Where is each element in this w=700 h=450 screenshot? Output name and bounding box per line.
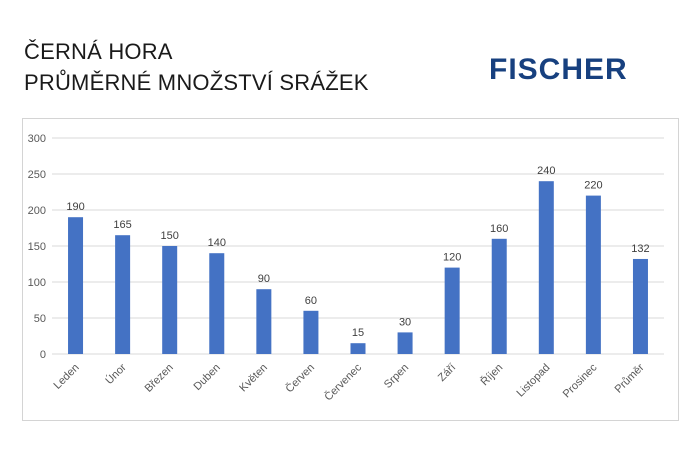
gridlines	[52, 137, 664, 355]
x-category-label: Průměr	[613, 361, 647, 395]
data-labels: 190 165 150 140 90 60 15 30 120 160 240 220 132	[66, 165, 649, 339]
data-label: 220	[584, 180, 602, 192]
x-category-label: Prosinec	[561, 361, 600, 400]
data-label: 120	[443, 252, 461, 264]
x-category-label: Říjen	[478, 361, 505, 388]
y-tick-label: 100	[28, 277, 46, 289]
y-axis-ticks: 0 50 100 150 200 250 300	[28, 133, 46, 361]
bar-13	[632, 258, 648, 354]
bar-5	[256, 289, 272, 354]
bar-2	[115, 235, 131, 354]
data-label: 60	[305, 295, 317, 307]
data-label: 132	[631, 243, 649, 255]
title-line-1: ČERNÁ HORA	[24, 39, 173, 64]
x-category-label: Srpen	[382, 362, 411, 391]
y-tick-label: 300	[28, 133, 46, 145]
fischer-logo: FISCHER	[489, 53, 628, 86]
bars	[68, 181, 648, 354]
x-category-label: Září	[436, 362, 458, 384]
x-category-label: Duben	[191, 362, 222, 393]
data-label: 150	[161, 230, 179, 242]
bar-3	[162, 246, 178, 354]
x-category-label: Leden	[52, 362, 82, 392]
y-tick-label: 200	[28, 205, 46, 217]
bar-8	[397, 332, 413, 354]
title-line-2: PRŮMĚRNÉ MNOŽSTVÍ SRÁŽEK	[24, 70, 369, 95]
bar-11	[538, 181, 554, 354]
x-category-label: Červenec	[322, 361, 365, 404]
data-label: 30	[399, 316, 411, 328]
data-label: 90	[258, 273, 270, 285]
bar-7	[350, 343, 366, 354]
x-category-label: Listopad	[515, 362, 553, 400]
y-tick-label: 0	[40, 349, 46, 361]
data-label: 240	[537, 165, 555, 177]
y-tick-label: 250	[28, 169, 46, 181]
bar-4	[209, 253, 225, 354]
data-label: 165	[113, 219, 131, 231]
chart-area	[22, 118, 679, 421]
x-category-label: Únor	[103, 361, 129, 387]
x-category-label: Březen	[143, 362, 176, 395]
data-label: 140	[208, 237, 226, 249]
x-category-label: Květen	[237, 362, 270, 395]
bar-10	[491, 238, 507, 354]
data-label: 190	[66, 201, 84, 213]
data-label: 15	[352, 327, 364, 339]
y-tick-label: 150	[28, 241, 46, 253]
y-tick-label: 50	[34, 313, 46, 325]
bar-12	[585, 195, 601, 354]
chart-title: ČERNÁ HORA PRŮMĚRNÉ MNOŽSTVÍ SRÁŽEK	[24, 36, 369, 98]
bar-1	[68, 217, 84, 354]
data-label: 160	[490, 223, 508, 235]
bar-6	[303, 310, 319, 354]
bar-9	[444, 267, 460, 354]
x-axis-categories: Leden Únor Březen Duben Květen Červen Červenec…	[52, 361, 647, 404]
x-category-label: Červen	[283, 361, 317, 395]
